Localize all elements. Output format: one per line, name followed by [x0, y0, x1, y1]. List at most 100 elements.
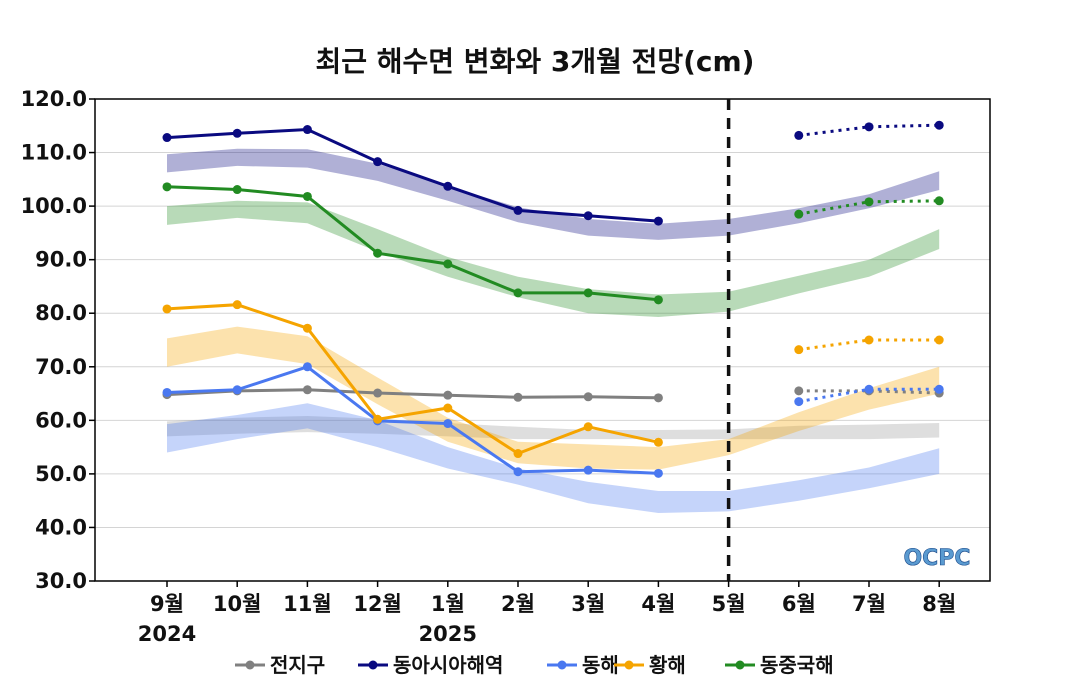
data-point: [373, 248, 383, 258]
legend-marker: [557, 660, 567, 670]
band-ed99a9ed95b4: [167, 326, 940, 470]
data-point: [583, 465, 593, 475]
forecast-point: [934, 196, 944, 206]
plot-frame: [94, 98, 991, 582]
x-tick-label: 2월: [501, 592, 535, 616]
data-point: [302, 385, 312, 395]
uncertainty-bands: [167, 148, 940, 513]
legend-marker: [245, 660, 255, 670]
x-tick-label: 12월: [353, 592, 402, 616]
data-point: [583, 422, 593, 432]
band-eb8f99ec9584ec8b9cec9584ed95b4ec97ad: [167, 148, 940, 240]
legend-label: 동해: [582, 653, 619, 677]
data-point: [162, 182, 172, 192]
data-point: [513, 449, 523, 459]
forecast-point: [934, 120, 944, 130]
data-point: [653, 468, 663, 478]
legend-marker: [368, 660, 378, 670]
chart-title: 최근 해수면 변화와 3개월 전망(cm): [316, 45, 755, 78]
forecast-point: [864, 197, 874, 207]
data-point: [162, 133, 172, 143]
data-point: [513, 288, 523, 298]
data-point: [302, 323, 312, 333]
data-point: [162, 304, 172, 314]
y-axis-ticks: 30.0 40.0 50.0 60.0 70.0 80.0 90.0 100.0 110.0 12…: [21, 87, 95, 593]
y-tick-label: 120.0: [21, 87, 87, 111]
x-tick-label: 8월: [922, 592, 956, 616]
forecast-point: [864, 122, 874, 132]
grid-lines: [95, 152, 990, 528]
series-line: [166, 365, 659, 475]
forecast-point: [934, 384, 944, 394]
data-point: [302, 362, 312, 372]
x-tick-label: 11월: [283, 592, 332, 616]
forecast-point: [794, 386, 804, 396]
y-tick-label: 60.0: [35, 408, 87, 432]
legend-label: 황해: [649, 653, 686, 677]
data-point: [232, 385, 242, 395]
y-tick-label: 90.0: [35, 248, 87, 272]
legend-marker: [735, 660, 745, 670]
year-label: 2024: [138, 622, 196, 646]
data-point: [373, 157, 383, 167]
legend: 전지구 동아시아해역 동해 황해 동중국해: [235, 653, 834, 677]
data-point: [653, 216, 663, 226]
forecast-point: [794, 397, 804, 407]
x-tick-label: 9월: [150, 592, 184, 616]
data-point: [443, 181, 453, 191]
data-point: [162, 387, 172, 397]
data-point: [513, 467, 523, 477]
series-points: [162, 120, 944, 478]
x-tick-label: 3월: [571, 592, 605, 616]
data-point: [443, 403, 453, 413]
legend-label: 전지구: [270, 653, 325, 677]
x-tick-label: 4월: [641, 592, 675, 616]
data-point: [653, 295, 663, 305]
y-tick-label: 50.0: [35, 462, 87, 486]
data-point: [513, 205, 523, 215]
x-axis-ticks: 9월 10월 11월 12월 1월 2월 3월 4월 5월 6월 7월 8월: [150, 581, 956, 616]
x-tick-label: 7월: [852, 592, 886, 616]
data-point: [443, 390, 453, 400]
y-tick-label: 70.0: [35, 355, 87, 379]
x-tick-label: 6월: [782, 592, 816, 616]
data-point: [232, 300, 242, 310]
series-line: [166, 185, 659, 302]
data-point: [583, 288, 593, 298]
y-tick-label: 80.0: [35, 301, 87, 325]
series-line: [166, 303, 659, 456]
forecast-point: [794, 130, 804, 140]
forecast-point: [794, 345, 804, 355]
series-line: [166, 388, 659, 400]
band-eb8f99eca491eab5aded95b4: [167, 200, 940, 317]
data-point: [653, 393, 663, 403]
year-label: 2025: [419, 622, 477, 646]
data-point: [443, 419, 453, 429]
data-point: [232, 128, 242, 138]
y-tick-label: 30.0: [35, 569, 87, 593]
data-point: [373, 414, 383, 424]
ocpc-logo: OCPC: [903, 546, 971, 572]
legend-label: 동아시아해역: [393, 653, 503, 677]
x-tick-label: 10월: [213, 592, 262, 616]
x-tick-label: 1월: [431, 592, 465, 616]
data-point: [232, 185, 242, 195]
forecast-point: [934, 335, 944, 345]
band-eca084eca780eab5ac: [167, 416, 940, 440]
y-tick-label: 100.0: [21, 194, 87, 218]
series-lines: [166, 127, 659, 475]
data-point: [302, 191, 312, 201]
y-tick-label: 40.0: [35, 515, 87, 539]
forecast-point: [864, 335, 874, 345]
band-eb8f99ed95b4: [167, 403, 940, 513]
data-point: [653, 437, 663, 447]
y-tick-label: 110.0: [21, 141, 87, 165]
series-line: [166, 127, 659, 223]
data-point: [583, 211, 593, 221]
data-point: [583, 392, 593, 402]
legend-label: 동중국해: [760, 653, 834, 677]
forecast-point: [864, 384, 874, 394]
data-point: [373, 388, 383, 398]
legend-marker: [624, 660, 634, 670]
